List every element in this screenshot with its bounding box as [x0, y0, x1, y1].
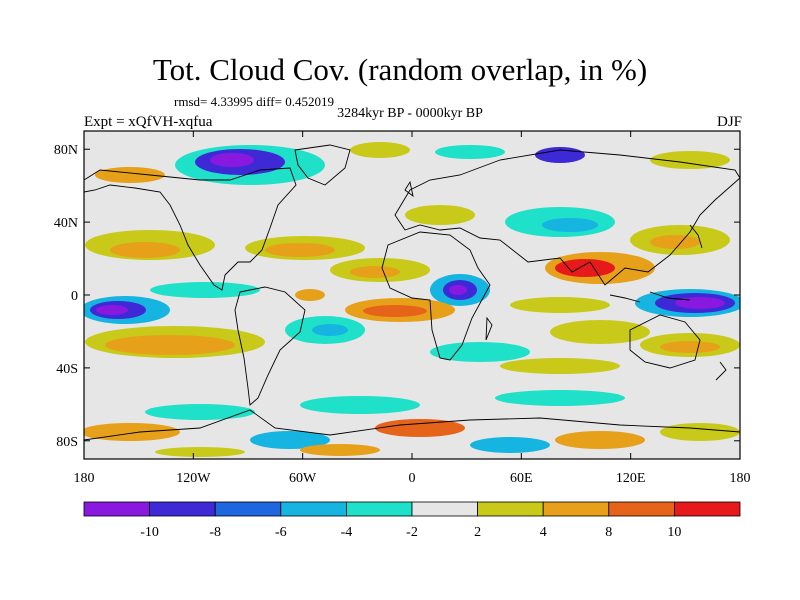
- coastline-south-america: [234, 286, 306, 406]
- stats-label: rmsd= 4.33995 diff= 0.452019: [174, 94, 334, 109]
- lat-tick-label: 80S: [56, 435, 78, 450]
- anomaly-patch: [650, 235, 700, 249]
- anomaly-field: [84, 142, 740, 457]
- anomaly-patch: [660, 423, 740, 441]
- lon-tick-label: 60W: [289, 471, 317, 486]
- coastline-new-zealand: [715, 361, 727, 381]
- anomaly-patch: [265, 243, 335, 257]
- colorbar-label: -6: [275, 525, 287, 540]
- colorbar-label: 4: [540, 525, 547, 540]
- anomaly-patch: [350, 142, 410, 158]
- colorbar-label: -8: [209, 525, 221, 540]
- colorbar-swatch: [149, 501, 216, 517]
- coastline-eurasia: [394, 149, 740, 286]
- colorbar-swatch: [345, 501, 413, 517]
- anomaly-patch: [300, 444, 380, 456]
- anomaly-patch: [470, 437, 550, 453]
- lon-tick-label: 0: [409, 471, 416, 486]
- map-plot: [84, 131, 740, 459]
- anomaly-patch: [542, 218, 598, 232]
- anomaly-patch: [145, 404, 255, 420]
- anomaly-patch: [375, 419, 465, 437]
- anomaly-patch: [405, 205, 475, 225]
- lat-tick-label: 40N: [54, 216, 78, 231]
- period-label: 3284kyr BP - 0000kyr BP: [337, 106, 483, 121]
- anomaly-patch: [150, 282, 260, 298]
- anomaly-patch: [555, 259, 615, 277]
- coastline-australia: [629, 314, 701, 369]
- anomaly-patch: [250, 431, 330, 449]
- lon-tick-label: 60E: [510, 471, 533, 486]
- anomaly-patch: [300, 396, 420, 414]
- anomaly-patch: [495, 390, 625, 406]
- anomaly-patch: [350, 266, 400, 278]
- colorbar-label: -4: [341, 525, 353, 540]
- anomaly-patch: [210, 153, 254, 167]
- colorbar-swatch: [542, 501, 610, 517]
- coastline-japan: [689, 224, 703, 249]
- anomaly-patch: [535, 147, 585, 163]
- colorbar-swatch: [477, 501, 544, 517]
- colorbar-label: -10: [140, 525, 159, 540]
- coastline-africa: [381, 231, 491, 361]
- anomaly-patch: [110, 242, 180, 258]
- chart-title: Tot. Cloud Cov. (random overlap, in %): [152, 52, 648, 87]
- coastline-north-america: [84, 167, 297, 291]
- anomaly-patch: [96, 305, 128, 315]
- anomaly-patch: [430, 342, 530, 362]
- colorbar-swatch: [674, 501, 741, 517]
- anomaly-patch: [500, 358, 620, 374]
- coastlines: [84, 144, 740, 441]
- anomaly-patch: [675, 297, 725, 309]
- anomaly-patch: [312, 324, 348, 336]
- lon-tick-label: 120E: [616, 471, 646, 486]
- coastline-greenland: [294, 144, 351, 186]
- lat-tick-label: 0: [71, 289, 78, 304]
- lon-tick-label: 180: [74, 471, 95, 486]
- colorbar-swatch: [608, 501, 675, 517]
- colorbar-swatch: [83, 501, 150, 517]
- latitude-axis: 80N 40N 0 40S 80S: [54, 143, 740, 450]
- anomaly-patch: [449, 285, 467, 295]
- lat-tick-label: 80N: [54, 143, 78, 158]
- anomaly-patch: [550, 320, 650, 344]
- colorbar-label: 10: [667, 525, 681, 540]
- experiment-label: Expt = xQfVH-xqfua: [84, 114, 213, 130]
- colorbar-label: 2: [474, 525, 481, 540]
- colorbar-swatch: [280, 501, 347, 517]
- longitude-axis: 180 120W 60W 0 60E 120E 180: [74, 131, 751, 486]
- coastline-indonesia: [609, 291, 691, 303]
- colorbar: -10 -8 -6 -4 -2 2 4 8 10: [83, 501, 741, 540]
- colorbar-swatch: [214, 501, 282, 517]
- colorbar-swatch: [411, 501, 478, 517]
- colorbar-label: -2: [406, 525, 418, 540]
- lat-tick-label: 40S: [56, 362, 78, 377]
- colorbar-label: 8: [605, 525, 612, 540]
- anomaly-patch: [510, 297, 610, 313]
- anomaly-patch: [155, 447, 245, 457]
- lon-tick-label: 180: [730, 471, 751, 486]
- coastline-antarctica: [84, 409, 740, 441]
- coastline-uk: [404, 180, 414, 198]
- anomaly-patch: [105, 335, 235, 355]
- anomaly-patch: [435, 145, 505, 159]
- anomaly-patch: [295, 289, 325, 301]
- season-label: DJF: [716, 114, 742, 130]
- lon-tick-label: 120W: [176, 471, 211, 486]
- anomaly-patch: [555, 431, 645, 449]
- anomaly-patch: [660, 341, 720, 353]
- anomaly-patch: [363, 305, 427, 317]
- anomaly-patch: [650, 151, 730, 169]
- coastline-madagascar: [485, 316, 493, 341]
